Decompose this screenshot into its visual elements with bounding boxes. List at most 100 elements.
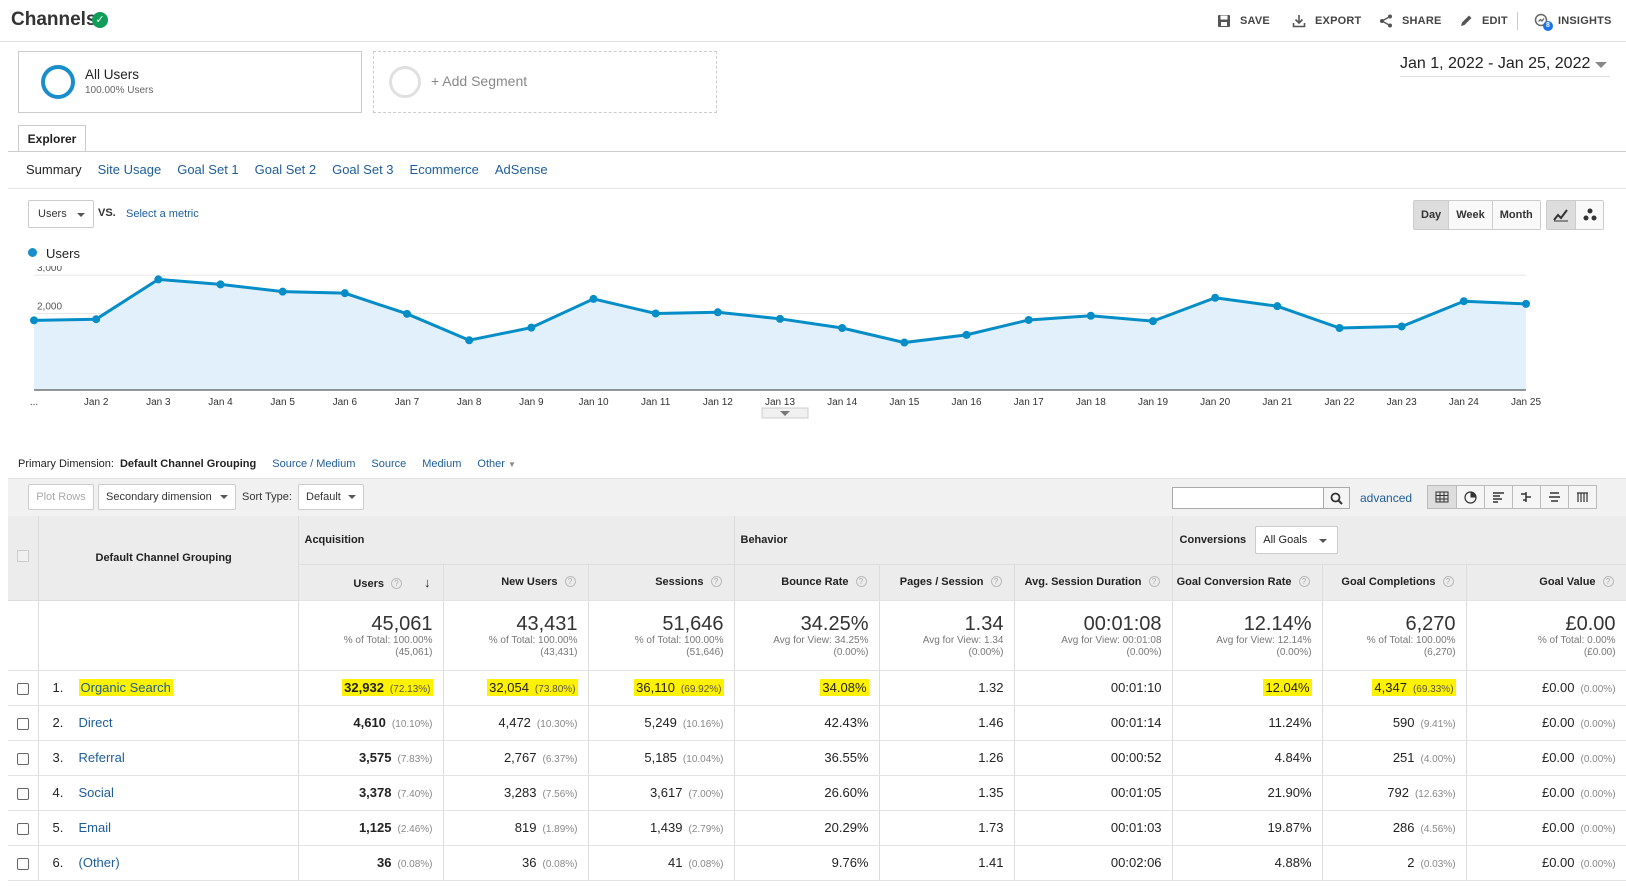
select-all-cell[interactable]: [8, 516, 39, 601]
view-term-cloud-button[interactable]: [1540, 486, 1568, 508]
period-month-button[interactable]: Month: [1491, 201, 1540, 229]
col-bounce-rate-header[interactable]: Bounce Rate?: [734, 564, 880, 601]
select-all-checkbox[interactable]: [16, 550, 29, 563]
select-metric-link[interactable]: Select a metric: [126, 208, 199, 220]
help-icon[interactable]: ?: [391, 577, 402, 589]
users-data-point[interactable]: [900, 338, 909, 347]
row-checkbox[interactable]: [16, 752, 29, 765]
row-checkbox[interactable]: [16, 682, 29, 695]
subtab-site-usage[interactable]: Site Usage: [97, 162, 162, 177]
help-icon[interactable]: ?: [1148, 576, 1160, 587]
users-data-point[interactable]: [278, 287, 287, 296]
help-icon[interactable]: ?: [1602, 576, 1614, 587]
sort-type-select[interactable]: Default: [298, 484, 364, 510]
subtab-goal-set-3[interactable]: Goal Set 3: [332, 162, 394, 177]
segment-all-users[interactable]: All Users 100.00% Users: [18, 51, 362, 113]
users-data-point[interactable]: [465, 336, 474, 345]
col-avg-duration-header[interactable]: Avg. Session Duration?: [1014, 564, 1173, 601]
col-goal-conv-rate-header[interactable]: Goal Conversion Rate?: [1172, 564, 1323, 601]
row-checkbox[interactable]: [16, 717, 29, 730]
date-range-picker[interactable]: Jan 1, 2022 - Jan 25, 2022: [1400, 55, 1610, 77]
subtab-goal-set-1[interactable]: Goal Set 1: [177, 162, 239, 177]
users-data-point[interactable]: [1335, 324, 1344, 332]
col-sessions-header[interactable]: Sessions?: [588, 564, 735, 601]
users-data-point[interactable]: [838, 324, 847, 332]
plot-rows-button[interactable]: Plot Rows: [28, 484, 94, 510]
users-data-point[interactable]: [1024, 315, 1033, 324]
col-new-users-header[interactable]: New Users?: [443, 564, 589, 601]
share-button[interactable]: SHARE: [1378, 12, 1442, 30]
help-icon[interactable]: ?: [564, 576, 576, 587]
users-data-point[interactable]: [962, 330, 971, 339]
edit-button[interactable]: EDIT: [1458, 12, 1508, 30]
table-search-input[interactable]: [1172, 487, 1324, 509]
channel-link[interactable]: Email: [78, 820, 112, 835]
channel-link[interactable]: Referral: [78, 750, 125, 765]
users-data-point[interactable]: [154, 275, 163, 284]
users-data-point[interactable]: [713, 308, 722, 317]
users-data-point[interactable]: [1459, 297, 1468, 306]
dimension-other-dropdown[interactable]: Other ▼: [477, 458, 516, 470]
channel-link[interactable]: Social: [78, 785, 114, 800]
row-select-cell[interactable]: [8, 705, 39, 741]
col-users-header[interactable]: Users? ↓: [298, 564, 444, 601]
subtab-ecommerce[interactable]: Ecommerce: [409, 162, 479, 177]
view-pie-button[interactable]: [1456, 486, 1484, 508]
row-checkbox[interactable]: [16, 787, 29, 800]
dimension-medium-link[interactable]: Medium: [422, 458, 462, 470]
help-icon[interactable]: ?: [855, 576, 867, 587]
subtab-summary[interactable]: Summary: [26, 162, 82, 177]
row-select-cell[interactable]: [8, 810, 39, 846]
export-button[interactable]: EXPORT: [1291, 12, 1361, 30]
row-select-cell[interactable]: [8, 670, 39, 706]
users-data-point[interactable]: [527, 323, 536, 332]
users-data-point[interactable]: [589, 294, 598, 303]
advanced-filter-link[interactable]: advanced: [1360, 491, 1413, 505]
col-pages-session-header[interactable]: Pages / Session?: [879, 564, 1015, 601]
secondary-dimension-select[interactable]: Secondary dimension: [98, 484, 236, 510]
dimension-source-medium-link[interactable]: Source / Medium: [272, 458, 356, 470]
users-data-point[interactable]: [216, 280, 225, 289]
col-goal-value-header[interactable]: Goal Value?: [1466, 564, 1626, 601]
users-data-point[interactable]: [403, 309, 411, 318]
row-checkbox[interactable]: [16, 822, 29, 835]
view-comparison-button[interactable]: [1512, 486, 1540, 508]
row-select-cell[interactable]: [8, 845, 39, 881]
users-data-point[interactable]: [1211, 293, 1220, 302]
users-data-point[interactable]: [1273, 302, 1282, 311]
help-icon[interactable]: ?: [990, 576, 1002, 587]
row-select-cell[interactable]: [8, 775, 39, 811]
users-data-point[interactable]: [1522, 299, 1530, 308]
motion-chart-button[interactable]: [1575, 201, 1603, 229]
help-icon[interactable]: ?: [1442, 576, 1454, 587]
tab-explorer[interactable]: Explorer: [18, 125, 86, 152]
row-select-cell[interactable]: [8, 740, 39, 776]
search-button[interactable]: [1323, 487, 1350, 509]
subtab-goal-set-2[interactable]: Goal Set 2: [254, 162, 317, 177]
insights-button[interactable]: 8 INSIGHTS: [1534, 12, 1612, 31]
users-data-point[interactable]: [1086, 311, 1095, 320]
chevron-down-icon[interactable]: [1595, 62, 1607, 68]
line-chart-button[interactable]: [1547, 201, 1575, 229]
users-data-point[interactable]: [1149, 317, 1157, 326]
save-button[interactable]: SAVE: [1216, 12, 1270, 30]
channel-link[interactable]: (Other): [78, 855, 120, 870]
view-performance-button[interactable]: [1484, 486, 1512, 508]
users-data-point[interactable]: [30, 316, 38, 325]
period-week-button[interactable]: Week: [1448, 201, 1492, 229]
users-data-point[interactable]: [92, 315, 101, 324]
channel-link[interactable]: Direct: [78, 715, 113, 730]
users-data-point[interactable]: [1397, 322, 1406, 331]
users-data-point[interactable]: [776, 314, 784, 323]
col-goal-completions-header[interactable]: Goal Completions?: [1322, 564, 1467, 601]
view-data-button[interactable]: [1428, 486, 1456, 508]
subtab-adsense[interactable]: AdSense: [494, 162, 548, 177]
goals-select[interactable]: All Goals: [1255, 525, 1339, 554]
dimension-header[interactable]: Default Channel Grouping: [38, 516, 299, 601]
dimension-source-link[interactable]: Source: [371, 458, 407, 470]
users-data-point[interactable]: [340, 289, 349, 298]
add-segment-button[interactable]: + Add Segment: [373, 51, 717, 113]
metric-select[interactable]: Users: [28, 200, 94, 228]
channel-link[interactable]: Organic Search: [78, 679, 173, 696]
help-icon[interactable]: ?: [1298, 576, 1310, 587]
